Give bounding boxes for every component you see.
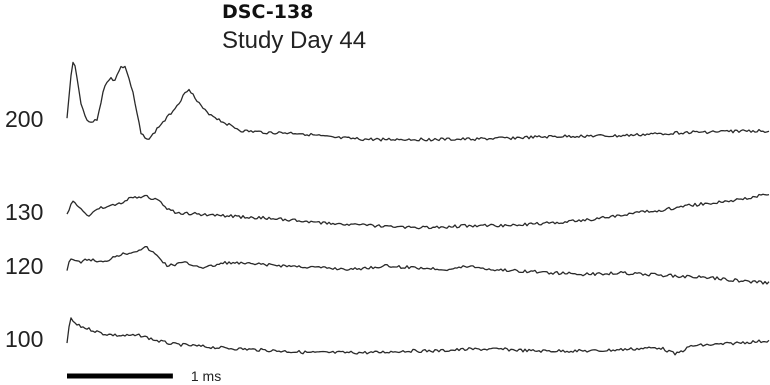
subject-id: DSC-138 [222, 1, 314, 23]
trace-100 [66, 317, 770, 356]
trace-label-120: 120 [5, 253, 43, 279]
trace-120 [66, 246, 770, 285]
trace-label-100: 100 [5, 326, 43, 352]
trace-label-200: 200 [5, 106, 43, 132]
trace-130 [66, 193, 770, 230]
trace-label-130: 130 [5, 199, 43, 225]
scale-bar: 1 ms [67, 368, 221, 384]
trace-labels-group: 200 130 120 100 [5, 106, 43, 352]
traces-group [66, 61, 770, 356]
session-label: Study Day 44 [222, 27, 367, 54]
trace-200 [66, 61, 770, 142]
scale-bar-label: 1 ms [191, 368, 221, 384]
